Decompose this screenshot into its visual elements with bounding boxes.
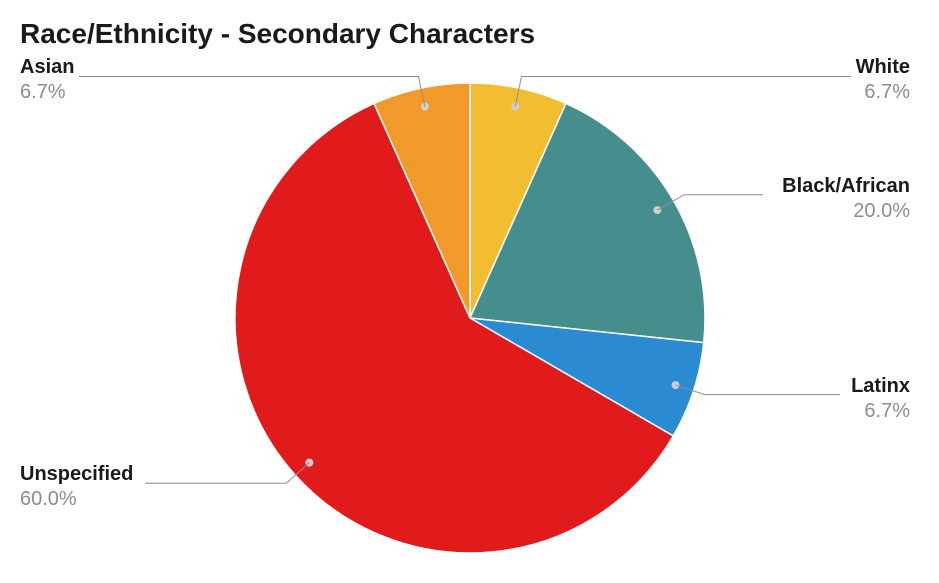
leader-line bbox=[79, 76, 425, 106]
slice-label-name: White bbox=[856, 55, 910, 80]
slice-label: White6.7% bbox=[856, 55, 910, 105]
slice-label-name: Black/African bbox=[782, 174, 910, 199]
pie-chart bbox=[0, 0, 939, 583]
slice-label-pct: 6.7% bbox=[851, 399, 910, 424]
slice-label: Black/African20.0% bbox=[782, 174, 910, 224]
leader-line bbox=[676, 385, 840, 395]
chart-title: Race/Ethnicity - Secondary Characters bbox=[20, 18, 535, 50]
slice-label-name: Latinx bbox=[851, 374, 910, 399]
slice-label-pct: 60.0% bbox=[20, 487, 133, 512]
slice-label-pct: 6.7% bbox=[856, 80, 910, 105]
slice-label-name: Asian bbox=[20, 55, 74, 80]
slice-label-pct: 20.0% bbox=[782, 199, 910, 224]
leader-line bbox=[145, 463, 309, 484]
leader-line bbox=[515, 76, 851, 106]
slice-label-pct: 6.7% bbox=[20, 80, 74, 105]
slice-label: Latinx6.7% bbox=[851, 374, 910, 424]
slice-label: Asian6.7% bbox=[20, 55, 74, 105]
slice-label-name: Unspecified bbox=[20, 462, 133, 487]
slice-label: Unspecified60.0% bbox=[20, 462, 133, 512]
